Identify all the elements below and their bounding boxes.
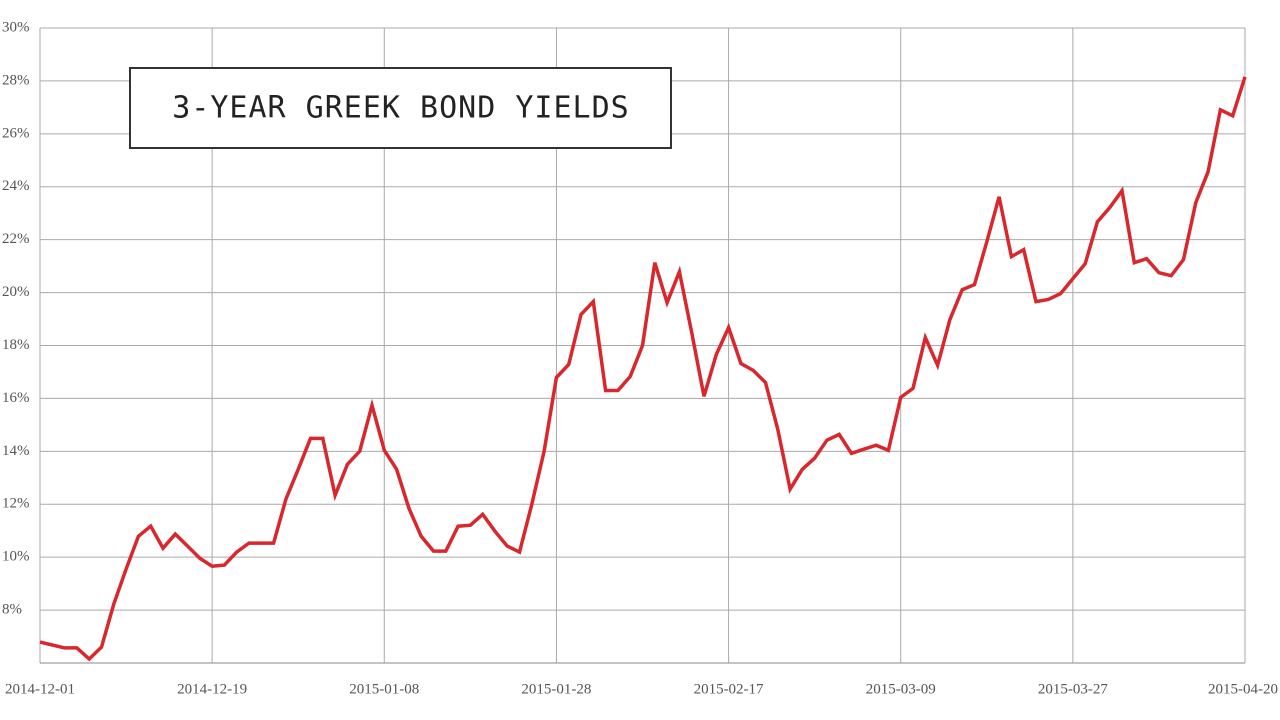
x-tick-label: 2015-01-08	[349, 681, 419, 697]
x-tick-label: 2015-02-17	[694, 681, 764, 697]
chart-title: 3-YEAR GREEK BOND YIELDS	[172, 91, 629, 126]
x-tick-label: 2015-03-09	[866, 681, 936, 697]
y-tick-label: 12%	[2, 496, 30, 512]
x-tick-label: 2015-03-27	[1038, 681, 1108, 697]
plot	[39, 76, 1247, 662]
x-tick-label: 2014-12-19	[177, 681, 247, 697]
title-box	[129, 67, 672, 149]
data-line	[39, 76, 1247, 662]
y-tick-label: 22%	[2, 231, 30, 247]
y-tick-label: 24%	[2, 178, 30, 194]
y-tick-label: 30%	[2, 19, 30, 35]
y-tick-label: 28%	[2, 72, 30, 88]
x-tick-label: 2015-01-28	[521, 681, 591, 697]
y-tick-label: 10%	[2, 549, 30, 565]
y-tick-label: 16%	[2, 390, 30, 406]
y-tick-label: 14%	[2, 443, 30, 459]
y-tick-label: 8%	[2, 602, 22, 618]
x-tick-label: 2015-04-20	[1208, 681, 1278, 697]
y-tick-label: 18%	[2, 337, 30, 353]
y-tick-label: 20%	[2, 284, 30, 300]
y-tick-label: 26%	[2, 125, 30, 141]
x-tick-label: 2014-12-01	[5, 681, 75, 697]
